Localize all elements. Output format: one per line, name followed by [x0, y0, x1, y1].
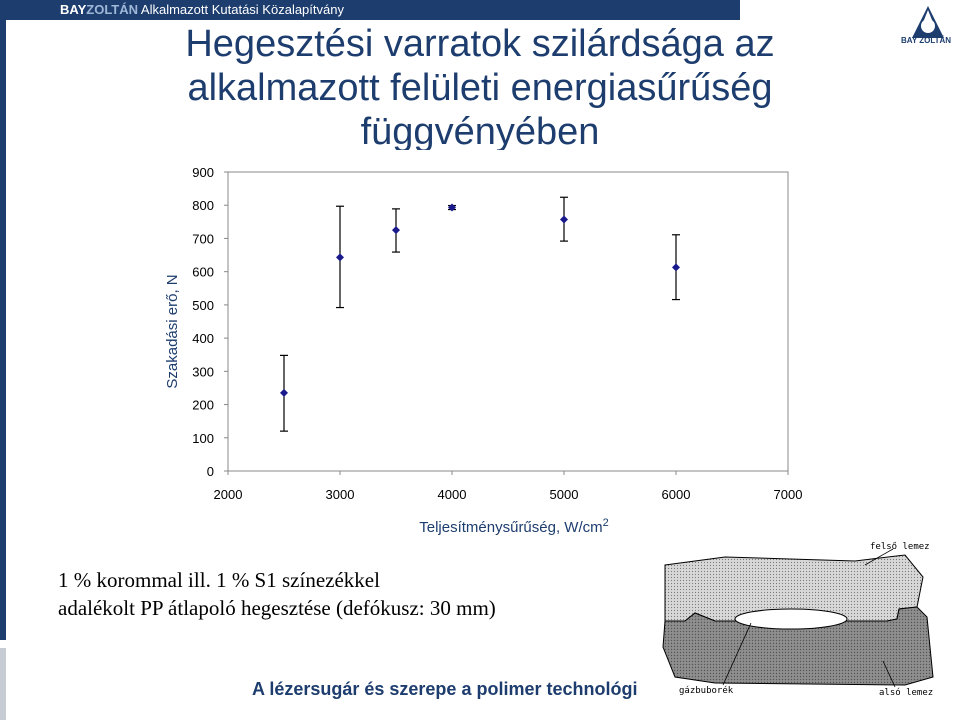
data-point	[280, 388, 288, 397]
y-tick-label: 400	[192, 331, 214, 346]
left-accent-bar	[0, 0, 6, 640]
y-tick-label: 600	[192, 265, 214, 280]
x-axis-label-superscript: 2	[603, 517, 609, 529]
x-tick-label: 3000	[326, 487, 355, 502]
header-bar: BAYZOLTÁN Alkalmazott Kutatási Közalapít…	[0, 0, 740, 20]
y-tick-label: 0	[207, 464, 214, 479]
y-tick-label: 100	[192, 431, 214, 446]
gas-bubble-shape	[734, 608, 848, 630]
label-lower-sheet: alsó lemez	[879, 687, 933, 698]
data-point	[448, 203, 456, 212]
data-point	[336, 253, 344, 262]
plot-area	[227, 171, 789, 472]
y-tick-label: 500	[192, 298, 214, 313]
x-tick-label: 6000	[662, 487, 691, 502]
x-tick-label: 2000	[214, 487, 243, 502]
y-axis-label: Szakadási erő, N	[164, 274, 181, 388]
x-tick-label: 5000	[550, 487, 579, 502]
bay-zoltan-logo-icon	[912, 6, 944, 38]
data-point	[560, 215, 568, 224]
x-tick-label: 7000	[774, 487, 803, 502]
y-tick-label: 200	[192, 398, 214, 413]
weld-cross-section-diagram: felső lemez gázbuborék alsó lemez	[662, 542, 934, 698]
lower-sheet-shape	[662, 606, 934, 686]
data-point	[392, 226, 400, 235]
x-axis-label: Teljesítménysűrűség, W/cm2	[419, 517, 609, 536]
scatter-chart: 0 100 200 300 400 500 600 700 800 900 2000 3000 4000…	[164, 165, 803, 536]
logo-text: BAY ZOLTÁN	[901, 36, 952, 45]
footer-text: A lézersugár és szerepe a polimer techno…	[252, 679, 638, 699]
slide-title: Hegesztési varratok szilárdsága az alkal…	[185, 23, 775, 150]
x-tick-label: 4000	[438, 487, 467, 502]
caption-line-2: adalékolt PP átlapoló hegesztése (defóku…	[58, 596, 496, 620]
y-tick-label: 900	[192, 165, 214, 180]
chart-caption: 1 % korommal ill. 1 % S1 színezékkel ada…	[58, 566, 496, 622]
caption-line-1: 1 % korommal ill. 1 % S1 színezékkel	[58, 568, 380, 592]
left-accent-bar-lower	[0, 648, 6, 720]
title-container: Hegesztési varratok szilárdsága az alkal…	[100, 22, 860, 150]
label-gas-bubble: gázbuborék	[679, 685, 734, 696]
organization-name: BAYZOLTÁN Alkalmazott Kutatási Közalapít…	[60, 2, 344, 17]
y-tick-label: 800	[192, 198, 214, 213]
y-tick-label: 300	[192, 364, 214, 379]
data-point	[672, 263, 680, 272]
y-tick-label: 700	[192, 231, 214, 246]
label-upper-sheet: felső lemez	[870, 542, 930, 552]
